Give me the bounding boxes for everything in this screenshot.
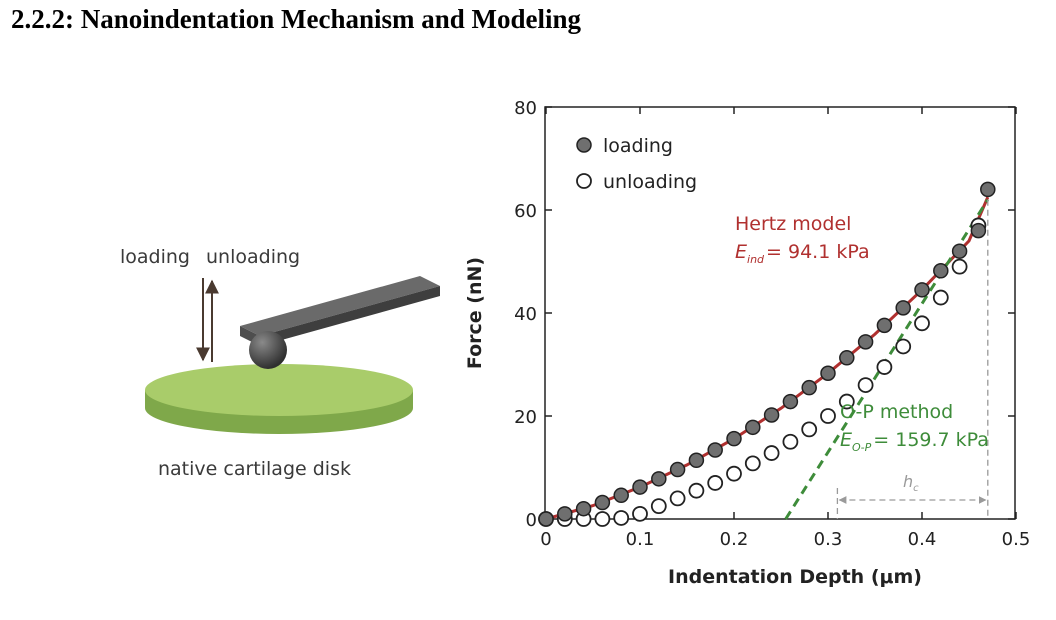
loading-point bbox=[557, 506, 573, 522]
loading-point bbox=[951, 243, 968, 259]
unloading-point bbox=[801, 421, 818, 438]
loading-point bbox=[782, 393, 799, 410]
unloading-point bbox=[914, 315, 930, 332]
cantilever-front bbox=[260, 286, 440, 346]
unloading-point bbox=[876, 359, 893, 375]
unloading-point bbox=[613, 510, 630, 526]
unloading-point bbox=[632, 505, 648, 522]
unloading-point bbox=[895, 338, 912, 355]
hertz-modulus: Eind = 94.1 kPa bbox=[735, 241, 870, 266]
unloading-point bbox=[669, 490, 686, 507]
data-markers bbox=[538, 181, 996, 527]
loading-point bbox=[745, 419, 761, 436]
legend-marker-unloading bbox=[576, 173, 592, 189]
cartilage-disk bbox=[145, 364, 413, 434]
loading-point bbox=[763, 407, 780, 423]
x-tick-label: 0.3 bbox=[814, 529, 843, 550]
loading-point bbox=[876, 317, 893, 334]
schematic: loading unloading native cartilage disk bbox=[120, 246, 440, 480]
op-modulus: EO-P = 159.7 kPa bbox=[840, 429, 989, 454]
loading-point bbox=[801, 379, 817, 396]
legend-label-unloading: unloading bbox=[603, 171, 697, 193]
x-tick-label: 0.1 bbox=[626, 529, 655, 550]
loading-point bbox=[933, 263, 949, 279]
legend: loading unloading bbox=[576, 135, 697, 193]
unloading-point bbox=[763, 445, 780, 461]
indenter-tip bbox=[249, 331, 287, 369]
unloading-point bbox=[838, 393, 855, 410]
y-tick-label: 0 bbox=[526, 510, 537, 531]
disk-label: native cartilage disk bbox=[158, 458, 351, 480]
unloading-point bbox=[744, 455, 761, 472]
loading-point bbox=[820, 365, 836, 382]
loading-point bbox=[726, 430, 742, 447]
x-tick-label: 0.4 bbox=[908, 529, 937, 550]
section-heading: 2.2.2: Nanoindentation Mechanism and Mod… bbox=[11, 4, 582, 34]
loading-point bbox=[688, 452, 705, 469]
x-tick-label: 0 bbox=[540, 529, 551, 550]
axis-ticks: 0 0.1 0.2 0.3 0.4 0.5 0 20 40 60 80 bbox=[514, 98, 1030, 550]
hc-dimension: hc bbox=[836, 199, 989, 519]
hertz-label: Hertz model bbox=[735, 213, 851, 235]
loading-point bbox=[575, 500, 592, 517]
y-axis-label: Force (nN) bbox=[464, 257, 486, 369]
loading-point bbox=[594, 494, 611, 511]
unloading-point bbox=[707, 475, 724, 491]
unloading-point bbox=[820, 408, 836, 424]
loading-point bbox=[857, 334, 874, 350]
disk-top bbox=[145, 364, 413, 416]
op-label: O-P method bbox=[840, 401, 953, 423]
loading-point bbox=[613, 487, 629, 504]
op-annotation: O-P method EO-P = 159.7 kPa bbox=[840, 401, 989, 454]
loading-point bbox=[970, 222, 987, 239]
unloading-point bbox=[932, 289, 949, 306]
unloading-point bbox=[782, 433, 799, 450]
x-tick-label: 0.5 bbox=[1002, 529, 1031, 550]
loading-point bbox=[914, 282, 930, 298]
hertz-annotation: Hertz model Eind = 94.1 kPa bbox=[735, 213, 870, 266]
x-axis-label: Indentation Depth (μm) bbox=[668, 566, 922, 588]
legend-label-loading: loading bbox=[603, 135, 673, 157]
loading-point bbox=[632, 479, 648, 495]
legend-marker-loading bbox=[576, 137, 592, 153]
cantilever-top bbox=[240, 276, 440, 336]
unloading-point bbox=[688, 482, 705, 499]
y-tick-label: 60 bbox=[514, 201, 537, 222]
y-tick-label: 20 bbox=[514, 407, 537, 428]
unloading-point bbox=[951, 258, 968, 275]
loading-label: loading bbox=[120, 246, 190, 268]
unloading-point bbox=[594, 511, 611, 527]
unloading-point bbox=[857, 377, 874, 394]
loading-point bbox=[707, 442, 723, 458]
unloading-point bbox=[726, 465, 742, 482]
indentation-chart: 0 0.1 0.2 0.3 0.4 0.5 0 20 40 60 80 hc loading unl… bbox=[464, 98, 1030, 588]
plot-frame bbox=[544, 106, 1016, 520]
y-tick-label: 40 bbox=[514, 304, 537, 325]
op-method-line bbox=[784, 198, 990, 520]
x-tick-label: 0.2 bbox=[720, 529, 749, 550]
loading-point bbox=[895, 300, 911, 316]
loading-point bbox=[538, 511, 554, 527]
loading-point bbox=[669, 461, 686, 478]
loading-point bbox=[839, 350, 855, 366]
loading-point bbox=[651, 471, 667, 487]
y-tick-label: 80 bbox=[514, 98, 537, 119]
hc-label: hc bbox=[903, 472, 919, 494]
loading-point bbox=[980, 181, 996, 198]
unloading-point bbox=[650, 498, 667, 515]
unloading-label: unloading bbox=[206, 246, 300, 268]
